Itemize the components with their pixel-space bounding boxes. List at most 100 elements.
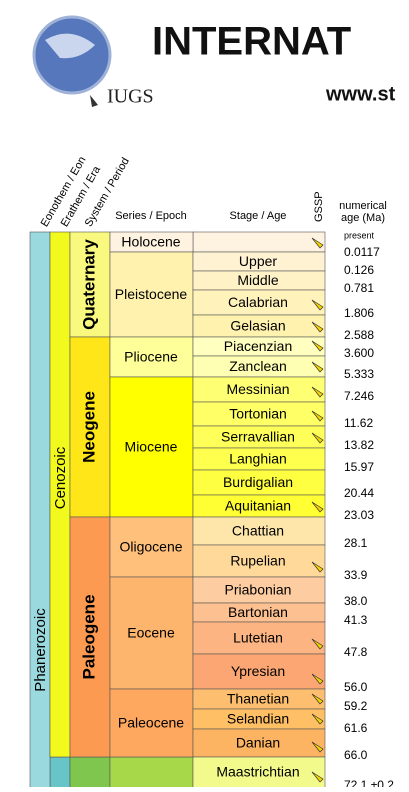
age-label: 0.781 [344,281,374,295]
stage-label: Selandian [227,711,289,727]
col-header: Series / Epoch [115,210,187,222]
epoch-label: Oligocene [119,539,182,555]
age-label: 5.333 [344,367,374,381]
age-label: 2.588 [344,328,374,342]
gssp-spike [311,321,324,333]
epoch-cell [109,251,194,338]
era-cell [49,756,71,792]
gssp-spike [311,237,324,249]
gssp-spike [311,410,324,422]
age-label: 13.82 [344,438,374,452]
gssp-spike [311,561,324,573]
stage-cell [192,544,326,578]
stage-cell [192,576,326,604]
url: www.st [325,83,396,105]
gssp-spike [311,713,324,725]
epoch-cell [109,516,194,578]
gssp-spike [311,673,324,685]
stage-cell [192,653,326,690]
epoch-label: Miocene [125,439,178,455]
eon-cell [29,231,51,792]
age-label: present [344,230,375,240]
epoch-label: Pliocene [124,349,178,365]
period-label: Paleogene [79,594,98,679]
eon-label: Phanerozoic [32,608,49,692]
stage-label: Thanetian [227,691,289,707]
age-label: 11.62 [344,416,373,430]
period-cell [69,516,111,758]
stage-label: Lutetian [233,630,283,646]
col-header: age (Ma) [341,212,385,224]
era-label: Cenozoic [52,446,69,509]
age-label: 3.600 [344,346,374,360]
age-label: 15.97 [344,460,374,474]
stage-label: Maastrichtian [216,764,299,780]
gssp-spike [311,693,324,705]
epoch-cell [109,756,194,792]
stage-label: Priabonian [225,582,292,598]
age-label: 56.0 [344,680,368,694]
epoch-label: Holocene [121,234,180,250]
age-label: 23.03 [344,508,374,522]
gssp-spike [311,386,324,398]
epoch-cell [109,576,194,690]
logo [32,15,112,107]
stage-cell [192,401,326,427]
epoch-label: Paleocene [118,715,184,731]
stage-cell [192,756,326,792]
stage-label: Chattian [232,523,284,539]
stage-label: Tortonian [229,406,287,422]
age-label: 41.3 [344,613,368,627]
stage-label: Calabrian [228,294,288,310]
period-cell [69,231,111,338]
stage-cell [192,516,326,546]
stage-label: Serravallian [221,429,295,445]
age-label: 0.0117 [344,245,380,259]
age-label: 1.806 [344,306,374,320]
stage-label: Burdigalian [223,474,293,490]
age-label: 66.0 [344,748,368,762]
age-label: 33.9 [344,568,368,582]
epoch-label: Eocene [127,625,175,641]
age-label: 61.6 [344,721,368,735]
stage-cell [192,231,326,253]
gssp-spike [311,501,324,513]
age-label: 59.2 [344,699,368,713]
age-label: 38.0 [344,594,368,608]
age-label: 72.1 ±0.2 [344,778,394,787]
period-label: Quaternary [79,239,98,330]
col-header: GSSP [313,191,325,222]
stage-label: Ypresian [231,663,285,679]
stage-label: Aquitanian [225,498,291,514]
epoch-cell [109,376,194,518]
stage-label: Bartonian [228,604,288,620]
gssp-spike [311,741,324,753]
gssp-spike [311,771,324,783]
age-label: 28.1 [344,536,368,550]
gssp-spike [311,638,324,650]
period-label: Neogene [79,391,98,463]
stage-cell [192,469,326,496]
col-header: Stage / Age [230,210,287,222]
stage-label: Messinian [226,381,289,397]
stage-label: Middle [237,272,278,288]
age-label: 47.8 [344,645,368,659]
stage-cell [192,728,326,758]
logo-text: IUGS [107,86,154,108]
stage-cell [192,289,326,316]
age-label: 0.126 [344,263,374,277]
stage-cell [192,376,326,403]
stage-label: Danian [236,735,280,751]
gssp-spike [311,361,324,373]
epoch-label: Pleistocene [115,286,188,302]
age-label: 20.44 [344,486,374,500]
col-header: numerical [339,200,387,212]
stage-label: Piacenzian [224,338,293,354]
gssp-spike [311,432,324,444]
period-cell [69,756,111,792]
stage-label: Rupelian [230,553,285,569]
gssp-spike [311,299,324,311]
stage-label: Gelasian [230,318,285,334]
